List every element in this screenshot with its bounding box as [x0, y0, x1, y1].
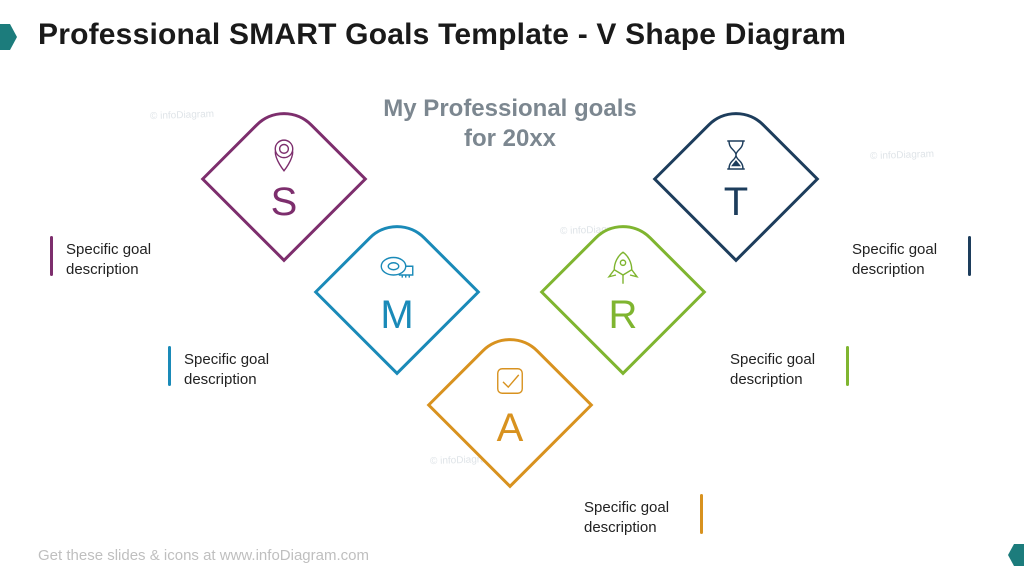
diagram-stage: My Professional goals for 20xx © infoDia…: [0, 0, 1024, 576]
desc-r: Specific goaldescription: [730, 350, 840, 391]
accent-bar-r: [846, 346, 849, 386]
letter-m: M: [380, 293, 413, 338]
rocket-icon: [602, 247, 644, 289]
accent-bar-t: [968, 236, 971, 276]
letter-t: T: [724, 180, 748, 225]
accent-bar-m: [168, 346, 171, 386]
watermark: © infoDiagram: [870, 149, 934, 162]
letter-s: S: [271, 180, 298, 225]
footer-accent: [1014, 544, 1024, 566]
desc-m: Specific goaldescription: [184, 350, 294, 391]
accent-bar-s: [50, 236, 53, 276]
letter-a: A: [497, 406, 524, 451]
pin-icon: [263, 134, 305, 176]
accent-bar-a: [700, 494, 703, 534]
desc-s: Specific goaldescription: [66, 240, 176, 281]
desc-a: Specific goaldescription: [584, 498, 694, 539]
subtitle: My Professional goals for 20xx: [380, 94, 640, 154]
hourglass-icon: [715, 134, 757, 176]
desc-t: Specific goaldescription: [852, 240, 962, 281]
slide: Professional SMART Goals Template - V Sh…: [0, 0, 1024, 576]
tape-icon: [376, 247, 418, 289]
footer-text: Get these slides & icons at www.infoDiag…: [38, 547, 369, 564]
check-icon: [489, 360, 531, 402]
letter-r: R: [609, 293, 638, 338]
watermark: © infoDiagram: [150, 109, 214, 122]
